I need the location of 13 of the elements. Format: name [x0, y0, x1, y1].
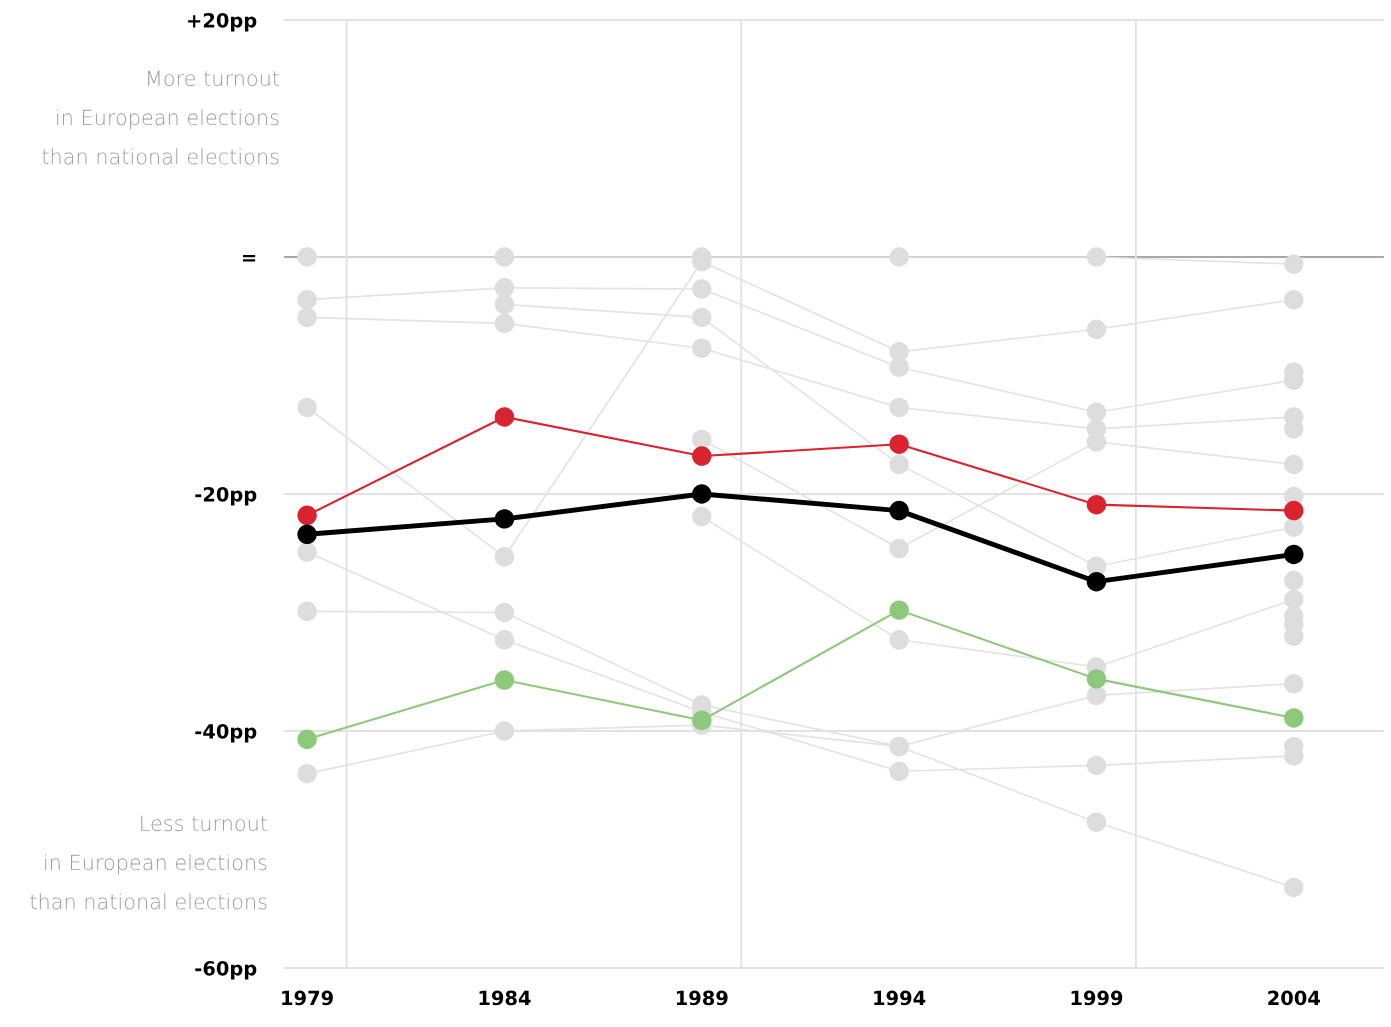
y-tick-label: -40pp	[195, 723, 257, 743]
x-tick-label: 2004	[1268, 990, 1320, 1006]
y-tick-label: =	[242, 255, 256, 262]
x-tick-label: 1994	[874, 990, 926, 1006]
y-tick-label: -20pp	[195, 486, 257, 506]
x-tick-label: 1989	[676, 990, 728, 1006]
x-tick-label: 1979	[282, 990, 333, 1006]
text: Less turnout in European elections than national elections	[30, 815, 268, 910]
text: More turnout in European elections than national elections	[42, 70, 280, 165]
x-tick-label: 1999	[1071, 990, 1123, 1006]
y-tick-label: -60pp	[195, 960, 257, 980]
x-tick-label: 1984	[479, 990, 531, 1006]
y-tick-label: +20pp	[188, 12, 257, 32]
